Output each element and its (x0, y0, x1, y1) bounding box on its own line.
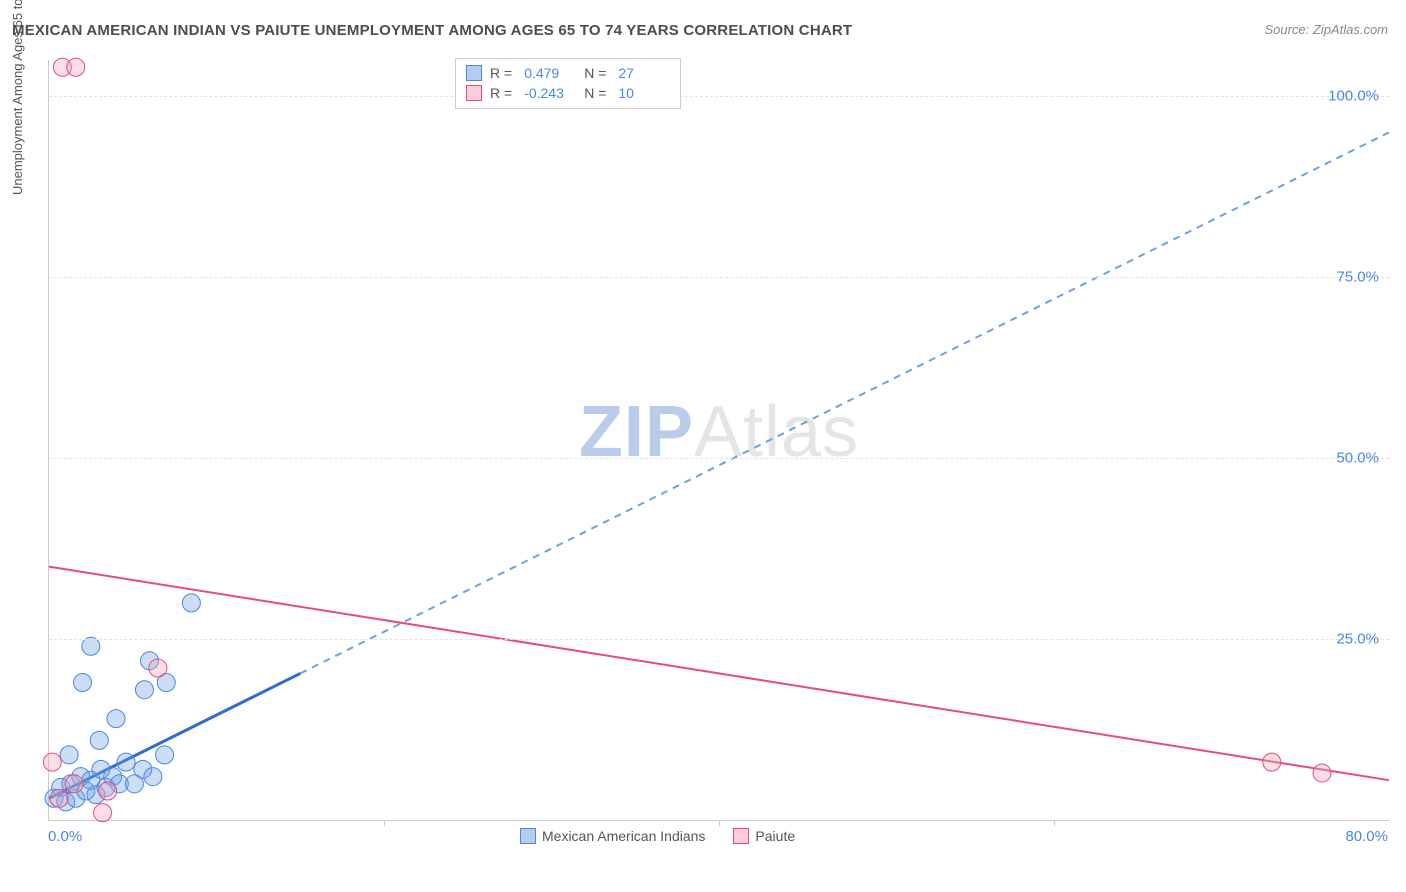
data-point (43, 753, 61, 771)
y-axis-label: Unemployment Among Ages 65 to 74 years (10, 0, 25, 260)
x-tick-mark (384, 820, 385, 826)
x-tick-max: 80.0% (1345, 828, 1388, 845)
gridline-h (49, 639, 1389, 640)
legend-series: Mexican American Indians Paiute (520, 828, 795, 844)
data-point (1263, 753, 1281, 771)
legend-row-series-1: R = -0.243 N = 10 (466, 83, 670, 103)
x-tick-mark (719, 820, 720, 826)
gridline-h (49, 277, 1389, 278)
legend-swatch-series-0 (466, 65, 482, 81)
plot-svg (49, 60, 1389, 820)
x-tick-mark (1054, 820, 1055, 826)
gridline-h (49, 458, 1389, 459)
data-point (1313, 764, 1331, 782)
trend-line-dashed (300, 132, 1389, 673)
data-point (156, 746, 174, 764)
legend-r-value-1: -0.243 (524, 83, 576, 103)
y-tick-label: 100.0% (1328, 88, 1379, 105)
legend-n-label: N = (584, 83, 606, 103)
y-tick-label: 75.0% (1336, 269, 1379, 286)
legend-n-label: N = (584, 63, 606, 83)
chart-title: MEXICAN AMERICAN INDIAN VS PAIUTE UNEMPL… (12, 22, 852, 39)
legend-n-value-1: 10 (618, 83, 670, 103)
data-point (149, 659, 167, 677)
data-point (94, 804, 112, 822)
legend-r-label: R = (490, 63, 512, 83)
x-tick-min: 0.0% (48, 828, 82, 845)
legend-r-label: R = (490, 83, 512, 103)
data-point (60, 746, 78, 764)
data-point (117, 753, 135, 771)
legend-item-0: Mexican American Indians (520, 828, 705, 844)
trend-line (49, 567, 1389, 781)
data-point (50, 789, 68, 807)
legend-row-series-0: R = 0.479 N = 27 (466, 63, 670, 83)
legend-item-1: Paiute (733, 828, 795, 844)
legend-label-0: Mexican American Indians (542, 828, 705, 844)
legend-r-value-0: 0.479 (524, 63, 576, 83)
data-point (65, 775, 83, 793)
data-point (182, 594, 200, 612)
data-point (74, 673, 92, 691)
legend-swatch-1 (733, 828, 749, 844)
data-point (67, 58, 85, 76)
legend-n-value-0: 27 (618, 63, 670, 83)
data-point (90, 731, 108, 749)
y-tick-label: 50.0% (1336, 450, 1379, 467)
y-tick-label: 25.0% (1336, 631, 1379, 648)
legend-swatch-0 (520, 828, 536, 844)
source-attribution: Source: ZipAtlas.com (1264, 22, 1388, 37)
legend-label-1: Paiute (755, 828, 795, 844)
data-point (107, 710, 125, 728)
legend-correlation: R = 0.479 N = 27 R = -0.243 N = 10 (455, 58, 681, 109)
data-point (135, 681, 153, 699)
legend-swatch-series-1 (466, 85, 482, 101)
plot-area: ZIPAtlas 25.0%50.0%75.0%100.0% (48, 60, 1389, 821)
data-point (99, 782, 117, 800)
gridline-h (49, 96, 1389, 97)
data-point (144, 768, 162, 786)
